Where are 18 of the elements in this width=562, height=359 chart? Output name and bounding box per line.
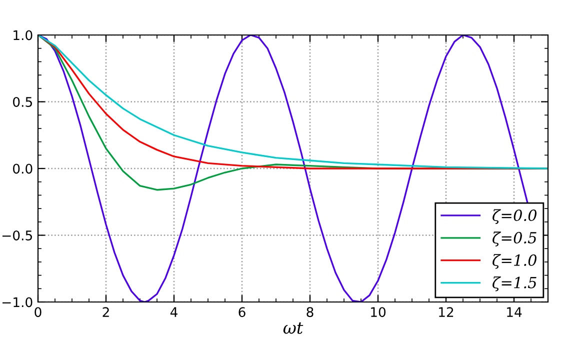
x-tick-label: 4 xyxy=(170,307,178,317)
x-tick-label: 10 xyxy=(371,307,386,318)
legend-label: ζ=0.0 xyxy=(492,209,537,224)
legend-label: ζ=1.0 xyxy=(492,254,537,269)
x-tick-label: 12 xyxy=(439,307,454,317)
x-tick-label: 6 xyxy=(238,307,246,318)
x-tick-label: 2 xyxy=(102,307,109,317)
x-axis-title: ωt xyxy=(283,322,304,334)
y-tick-label: 0.5 xyxy=(13,96,32,107)
y-tick-label: −1.0 xyxy=(2,297,32,308)
y-tick-label: −0.5 xyxy=(2,230,32,240)
y-tick-label: 0.0 xyxy=(13,164,32,174)
x-tick-label: 8 xyxy=(306,307,314,318)
x-tick-label: 0 xyxy=(34,307,42,318)
legend-label: ζ=0.5 xyxy=(492,232,536,246)
legend-label: ζ=1.5 xyxy=(492,276,536,292)
y-tick-label: 1.0 xyxy=(14,30,32,40)
x-tick-label: 14 xyxy=(507,307,522,317)
